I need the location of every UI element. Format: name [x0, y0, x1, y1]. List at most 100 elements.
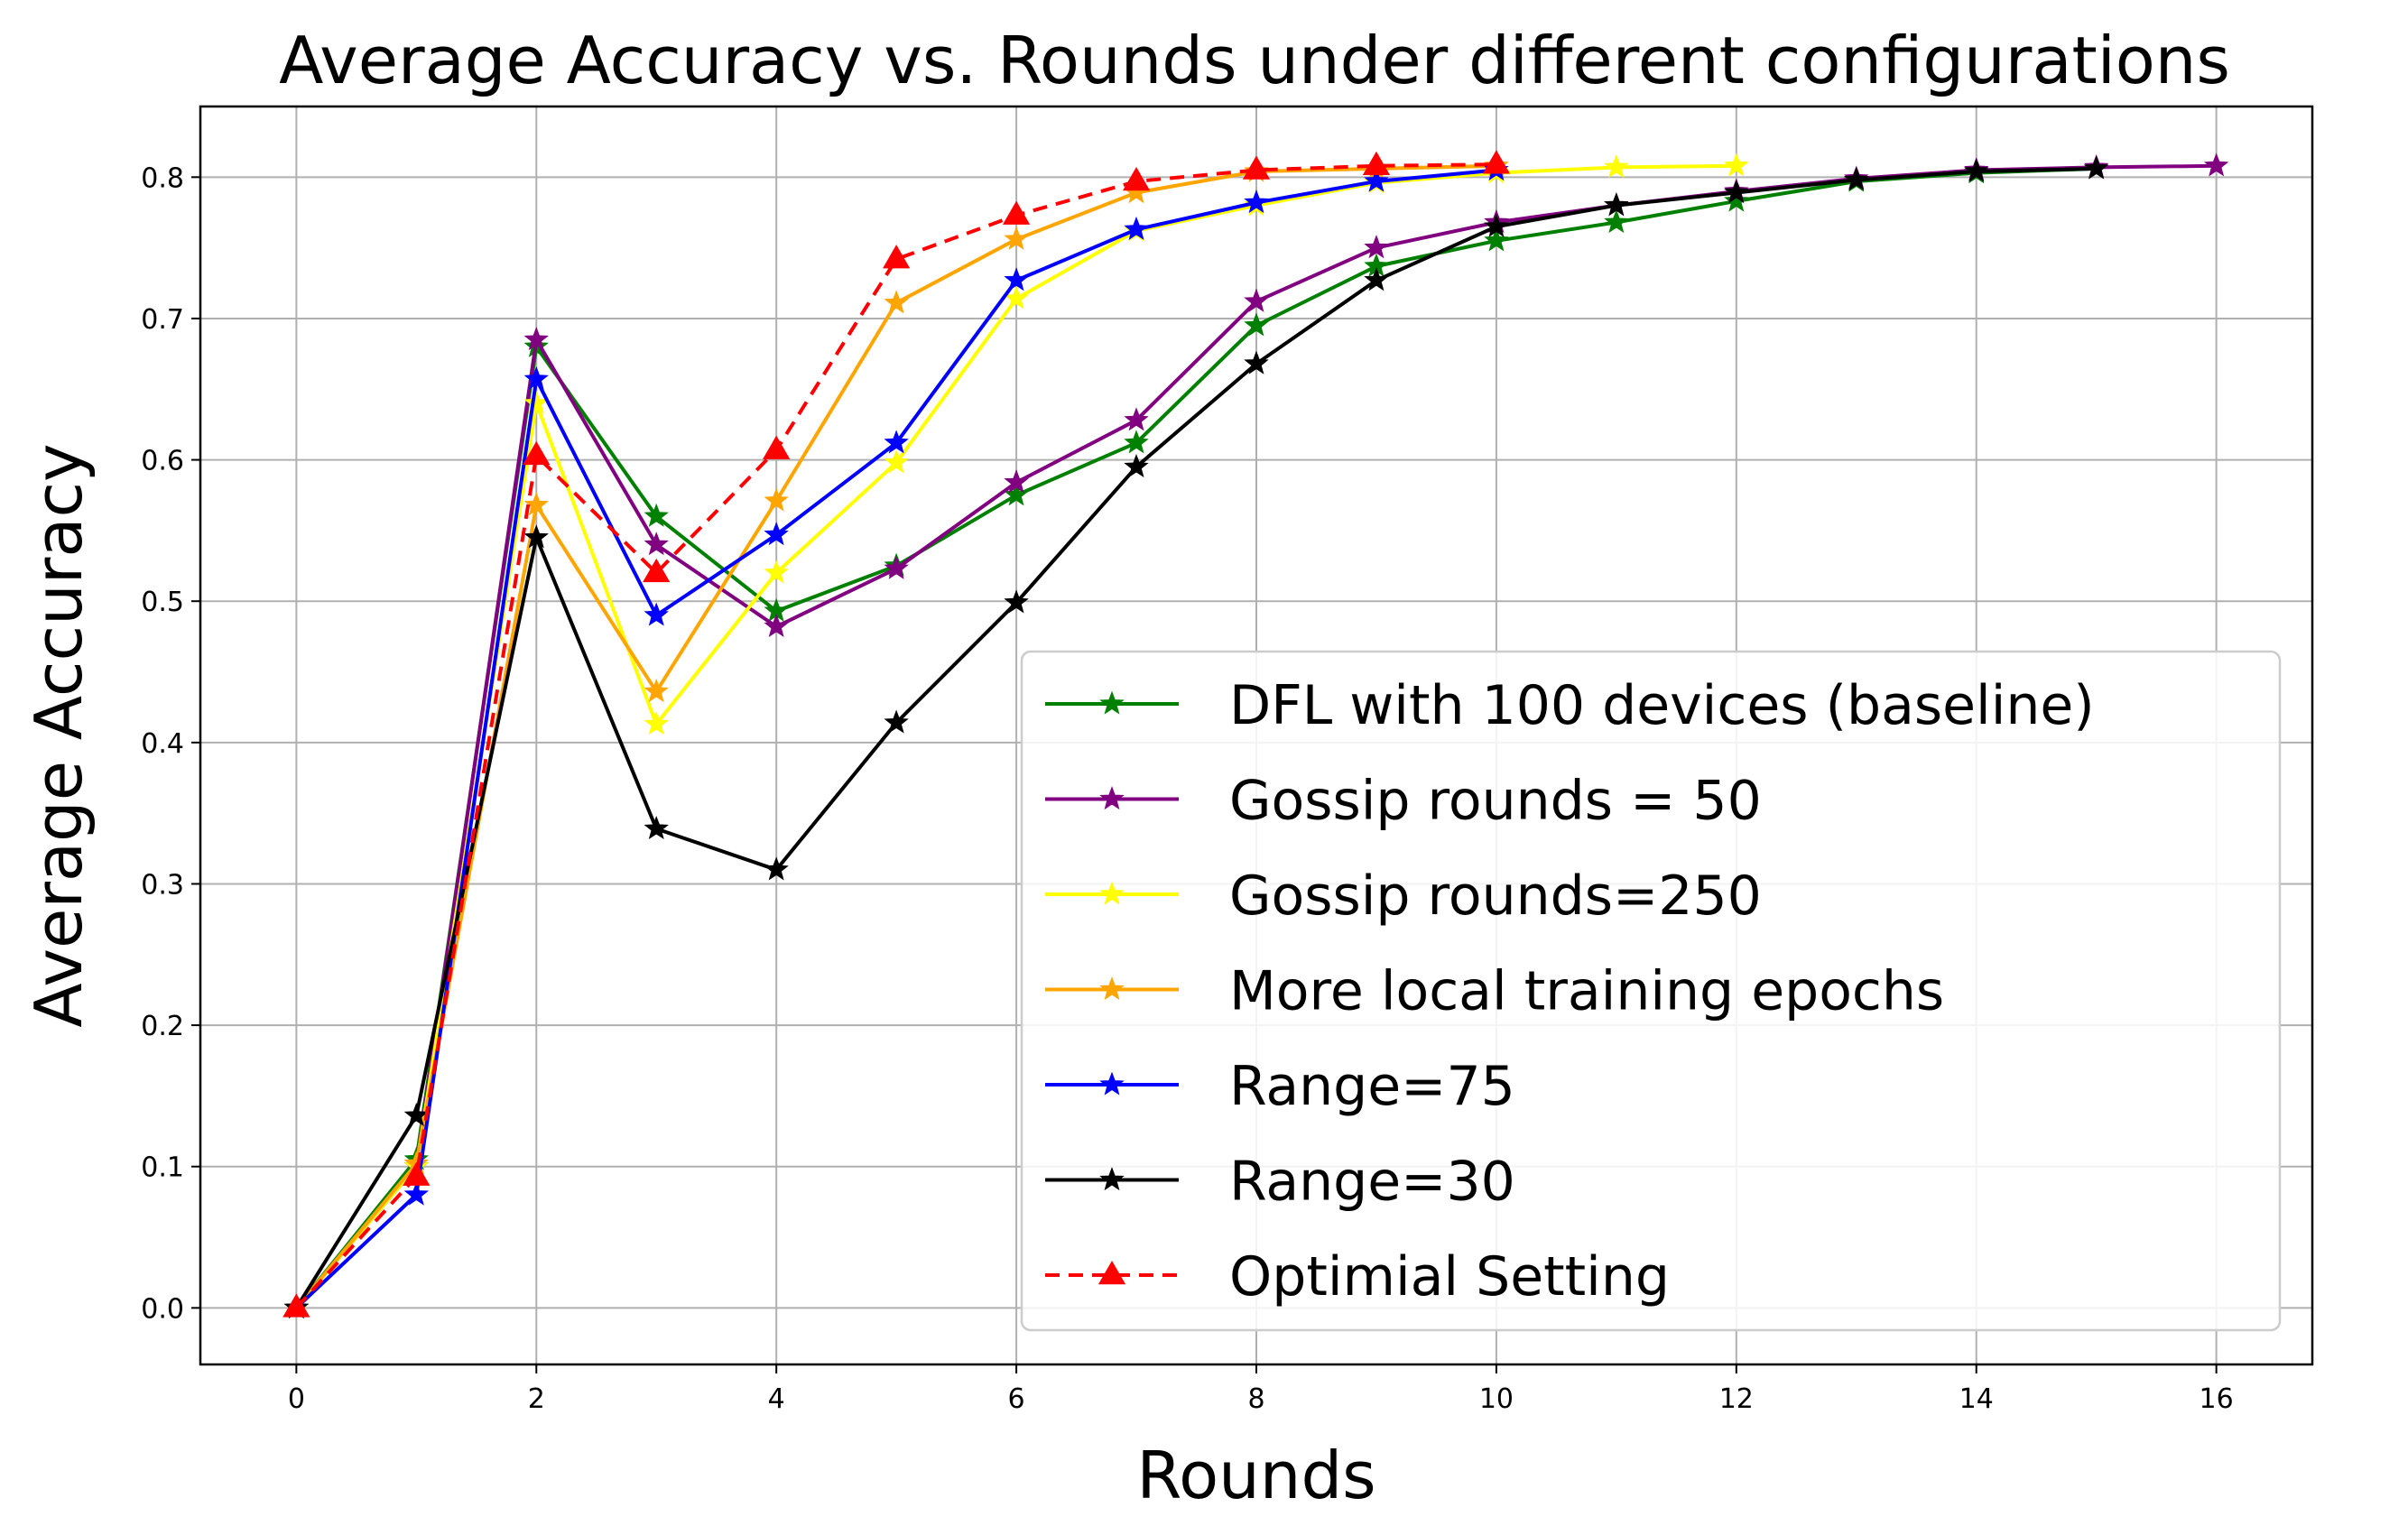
x-tick-label: 6: [1008, 1383, 1025, 1415]
series-line: [294, 166, 2097, 1309]
x-axis-title: Rounds: [1136, 1438, 1375, 1513]
data-point: [403, 1102, 430, 1126]
data-point: [884, 709, 909, 734]
data-point: [764, 522, 789, 546]
legend-label: More local training epochs: [1229, 960, 1944, 1023]
legend: DFL with 100 devices (baseline) Gossip ro…: [1020, 650, 2282, 1332]
x-tick-label: 8: [1247, 1383, 1264, 1415]
data-point: [1484, 213, 1509, 237]
data-point: [282, 1293, 310, 1318]
legend-marker: [1099, 786, 1125, 810]
y-tick-label: 0.8: [141, 162, 184, 194]
data-point: [1244, 312, 1269, 337]
data-point: [763, 435, 791, 459]
data-point: [644, 532, 669, 556]
data-point: [1482, 150, 1511, 174]
data-point: [1724, 153, 1749, 177]
data-point: [403, 1181, 430, 1206]
data-point: [764, 856, 789, 881]
data-point: [884, 430, 909, 454]
series-line: [294, 166, 2097, 1309]
legend-marker: [1099, 1167, 1125, 1191]
data-point: [1122, 167, 1151, 191]
data-point: [1124, 430, 1149, 454]
data-point: [1724, 180, 1749, 204]
data-point: [1244, 350, 1269, 375]
data-point: [764, 487, 789, 512]
legend-item: Range=30: [1045, 1151, 1515, 1214]
data-point: [1124, 453, 1149, 478]
data-point: [2083, 155, 2109, 180]
data-point: [1244, 288, 1269, 312]
y-tick-label: 0.2: [141, 1011, 184, 1042]
legend-item: More local training epochs: [1045, 960, 1944, 1023]
series-6: [283, 155, 2109, 1319]
legend-box: [1020, 650, 2282, 1332]
data-point: [1124, 216, 1149, 240]
data-point: [523, 524, 549, 549]
y-tick-label: 0.5: [141, 587, 184, 618]
data-point: [1844, 166, 1869, 191]
x-tick-label: 16: [2200, 1383, 2234, 1415]
y-axis-title: Average Accuracy: [21, 443, 97, 1027]
y-tick-label: 0.7: [141, 304, 184, 336]
data-point: [764, 559, 789, 584]
data-point: [884, 449, 909, 474]
x-tick-label: 0: [288, 1383, 305, 1415]
legend-label: Gossip rounds=250: [1229, 865, 1762, 928]
legend-marker: [1099, 881, 1125, 905]
data-point: [1004, 285, 1029, 310]
data-point: [884, 290, 909, 314]
data-point: [1604, 208, 1629, 234]
y-tick-label: 0.6: [141, 446, 184, 477]
data-point: [1724, 188, 1749, 212]
data-point: [523, 365, 549, 390]
data-point: [523, 440, 551, 466]
data-point: [644, 503, 669, 527]
data-point: [1004, 469, 1029, 494]
x-tick-label: 4: [768, 1383, 785, 1415]
legend-item: Gossip rounds=250: [1045, 865, 1762, 928]
legend-marker: [1099, 1071, 1125, 1096]
x-tick-label: 10: [1479, 1383, 1514, 1415]
legend-label: Range=75: [1229, 1055, 1515, 1118]
data-point: [644, 815, 669, 840]
data-point: [1604, 192, 1629, 217]
data-point: [1004, 482, 1029, 506]
series-lines: [282, 150, 2229, 1319]
data-point: [523, 492, 549, 516]
legend-marker: [1097, 1260, 1126, 1285]
legend-label: Optimial Setting: [1229, 1245, 1670, 1308]
data-point: [1242, 155, 1271, 180]
data-point: [1362, 151, 1391, 176]
data-point: [1964, 158, 1989, 182]
y-tick-label: 0.3: [141, 869, 184, 901]
data-point: [1604, 153, 1629, 179]
legend-label: Gossip rounds = 50: [1229, 770, 1762, 833]
data-point: [884, 555, 909, 579]
legend-item: Range=75: [1045, 1055, 1515, 1118]
x-tick-label: 2: [528, 1383, 545, 1415]
legend-item: Gossip rounds = 50: [1045, 770, 1762, 833]
series-line: [294, 162, 1496, 1309]
data-point: [1004, 226, 1029, 250]
data-point: [523, 326, 549, 351]
data-point: [1004, 589, 1029, 614]
data-point: [1002, 200, 1031, 225]
legend-item: Optimial Setting: [1045, 1245, 1670, 1308]
data-point: [644, 711, 669, 735]
axis-ticks: 0 2 4 6 8 10 12 14 16 0.0 0.1 0.2 0.3 0.4 0.5 0.6 0.7 0.8: [141, 162, 2233, 1415]
data-point: [403, 1161, 431, 1186]
data-point: [764, 613, 789, 638]
y-tick-label: 0.1: [141, 1152, 184, 1184]
data-point: [883, 245, 911, 269]
data-point: [1364, 235, 1389, 259]
data-point: [644, 678, 669, 703]
data-point: [1124, 407, 1149, 431]
chart-title: Average Accuracy vs. Rounds under differ…: [279, 23, 2230, 98]
data-point: [2203, 153, 2229, 177]
y-tick-label: 0.4: [141, 728, 184, 760]
data-point: [1004, 267, 1029, 291]
data-point: [644, 602, 669, 626]
